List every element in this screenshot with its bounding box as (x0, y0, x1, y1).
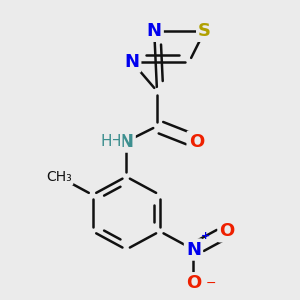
Text: H: H (109, 134, 121, 149)
Text: N: N (124, 53, 139, 71)
Text: −: − (205, 277, 216, 290)
Text: H: H (100, 134, 112, 149)
Text: N: N (186, 241, 201, 259)
Text: O: O (189, 133, 204, 151)
Text: O: O (220, 222, 235, 240)
Text: +: + (201, 231, 210, 241)
Text: N: N (119, 133, 134, 151)
Text: O: O (186, 274, 201, 292)
Text: CH₃: CH₃ (46, 169, 72, 184)
Text: S: S (198, 22, 211, 40)
Text: N: N (147, 22, 162, 40)
